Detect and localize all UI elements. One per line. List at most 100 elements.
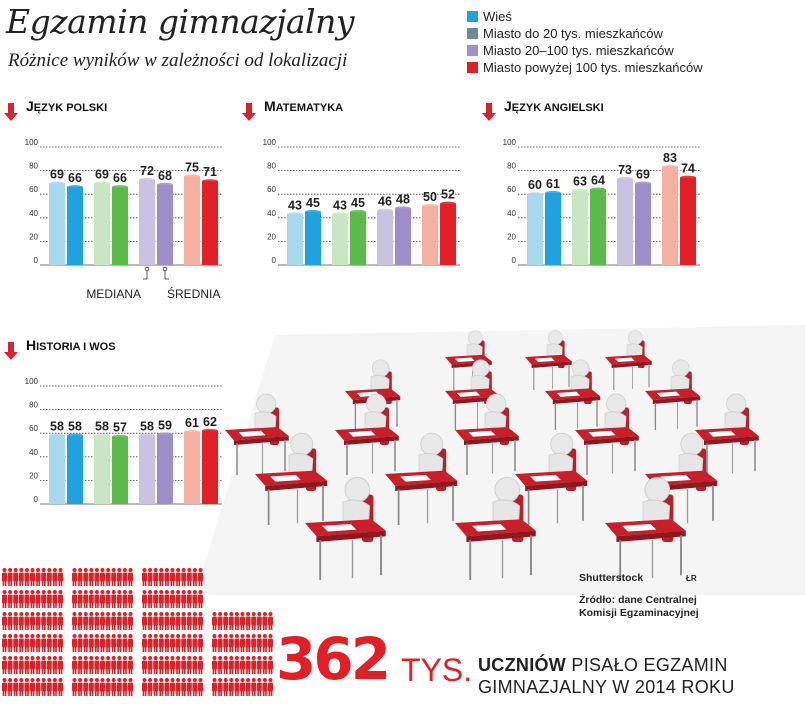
y-tick-label: 100 — [263, 138, 277, 147]
person-icon — [24, 634, 30, 652]
person-icon — [186, 678, 192, 696]
data-label: 73 — [618, 163, 632, 177]
person-icon — [46, 590, 52, 608]
person-icon — [147, 678, 153, 696]
person-icon — [158, 612, 164, 630]
person-icon — [128, 656, 133, 674]
y-tick-label: 100 — [25, 138, 39, 147]
person-icon — [240, 678, 245, 696]
person-icon — [18, 678, 24, 696]
bar-mean — [590, 189, 606, 265]
person-icon — [24, 612, 30, 630]
person-icon — [245, 612, 251, 630]
data-label: 46 — [378, 195, 392, 209]
person-icon — [158, 634, 164, 652]
data-label: 69 — [95, 168, 109, 182]
chart-title: JĘZYK ANGIELSKI — [504, 98, 604, 114]
person-icon — [35, 678, 41, 696]
bar-cap — [590, 187, 606, 192]
person-icon — [122, 568, 128, 586]
data-label: 59 — [158, 418, 172, 432]
person-icon — [175, 656, 181, 674]
bar-cap — [662, 165, 678, 170]
person-icon — [192, 634, 198, 652]
person-icon — [240, 612, 245, 630]
person-icon — [198, 678, 203, 696]
person-icon — [105, 568, 111, 586]
person-icon — [94, 656, 100, 674]
bar-median — [94, 183, 110, 265]
bar-mean — [395, 208, 411, 265]
person-icon — [192, 590, 198, 608]
data-label: 52 — [441, 188, 455, 202]
data-label: 58 — [50, 420, 64, 434]
person-icon — [223, 656, 229, 674]
person-icon — [52, 612, 58, 630]
data-label: 60 — [528, 178, 542, 192]
desk-figure — [225, 393, 289, 475]
person-icon — [228, 612, 234, 630]
person-icon — [58, 612, 63, 630]
data-label: 75 — [185, 161, 199, 175]
person-icon — [192, 656, 198, 674]
person-icon — [192, 568, 198, 586]
caption-line2: GIMNAZJALNY W 2014 ROKU — [478, 677, 735, 697]
data-label: 58 — [140, 420, 154, 434]
bar-median — [94, 435, 110, 504]
bar-mean — [157, 184, 173, 265]
person-icon — [122, 634, 128, 652]
bar-median — [139, 435, 155, 504]
classroom-illustration — [195, 325, 805, 595]
bar-mean — [305, 211, 321, 265]
bar-median — [184, 432, 200, 504]
chart-title: HISTORIA I WOS — [26, 337, 116, 353]
person-icon — [41, 590, 47, 608]
person-icon — [122, 656, 128, 674]
person-icon — [77, 678, 83, 696]
bar-cap — [139, 178, 155, 183]
person-icon — [186, 612, 192, 630]
person-icon — [212, 678, 217, 696]
person-icon — [77, 590, 83, 608]
person-icon — [72, 568, 77, 586]
person-icon — [142, 678, 147, 696]
person-icon — [100, 678, 105, 696]
y-tick-label: 60 — [29, 185, 38, 194]
bar-cap — [545, 191, 561, 196]
person-icon — [228, 656, 234, 674]
person-icon — [83, 634, 89, 652]
desk-figure — [545, 359, 601, 431]
person-icon — [153, 678, 159, 696]
legend-swatch — [467, 28, 478, 39]
person-icon — [158, 678, 164, 696]
person-icon — [77, 612, 83, 630]
y-tick-label: 20 — [29, 232, 38, 241]
person-icon — [46, 612, 52, 630]
bar-cap — [395, 206, 411, 211]
person-icon — [58, 568, 63, 586]
bar-cap — [202, 428, 218, 433]
person-icon — [181, 634, 187, 652]
person-icon — [77, 568, 83, 586]
data-source: Źródło: dane Centralnej Komisji Egzamina… — [579, 594, 699, 619]
author-initials: ŁR — [686, 574, 697, 583]
bar-cap — [440, 201, 456, 206]
bar-median — [49, 435, 65, 504]
y-tick-label: 80 — [507, 162, 516, 171]
bar-cap — [572, 188, 588, 193]
person-icon — [13, 590, 19, 608]
bar-mean — [157, 434, 173, 504]
person-icon — [52, 634, 58, 652]
person-icon — [35, 590, 41, 608]
chart-polish: JĘZYK POLSKI 0 20 40 60 80 100 69 66 69 66 72 68 75 71… — [0, 95, 240, 301]
person-icon — [88, 590, 94, 608]
person-icon — [41, 634, 47, 652]
page-subtitle: Różnice wyników w zależności od lokaliza… — [8, 50, 348, 71]
person-icon — [41, 656, 47, 674]
data-label: 66 — [113, 171, 127, 185]
desk-figure — [455, 393, 519, 475]
person-icon — [58, 656, 63, 674]
data-label: 66 — [68, 171, 82, 185]
person-icon — [116, 612, 122, 630]
legend-swatch — [467, 11, 478, 22]
